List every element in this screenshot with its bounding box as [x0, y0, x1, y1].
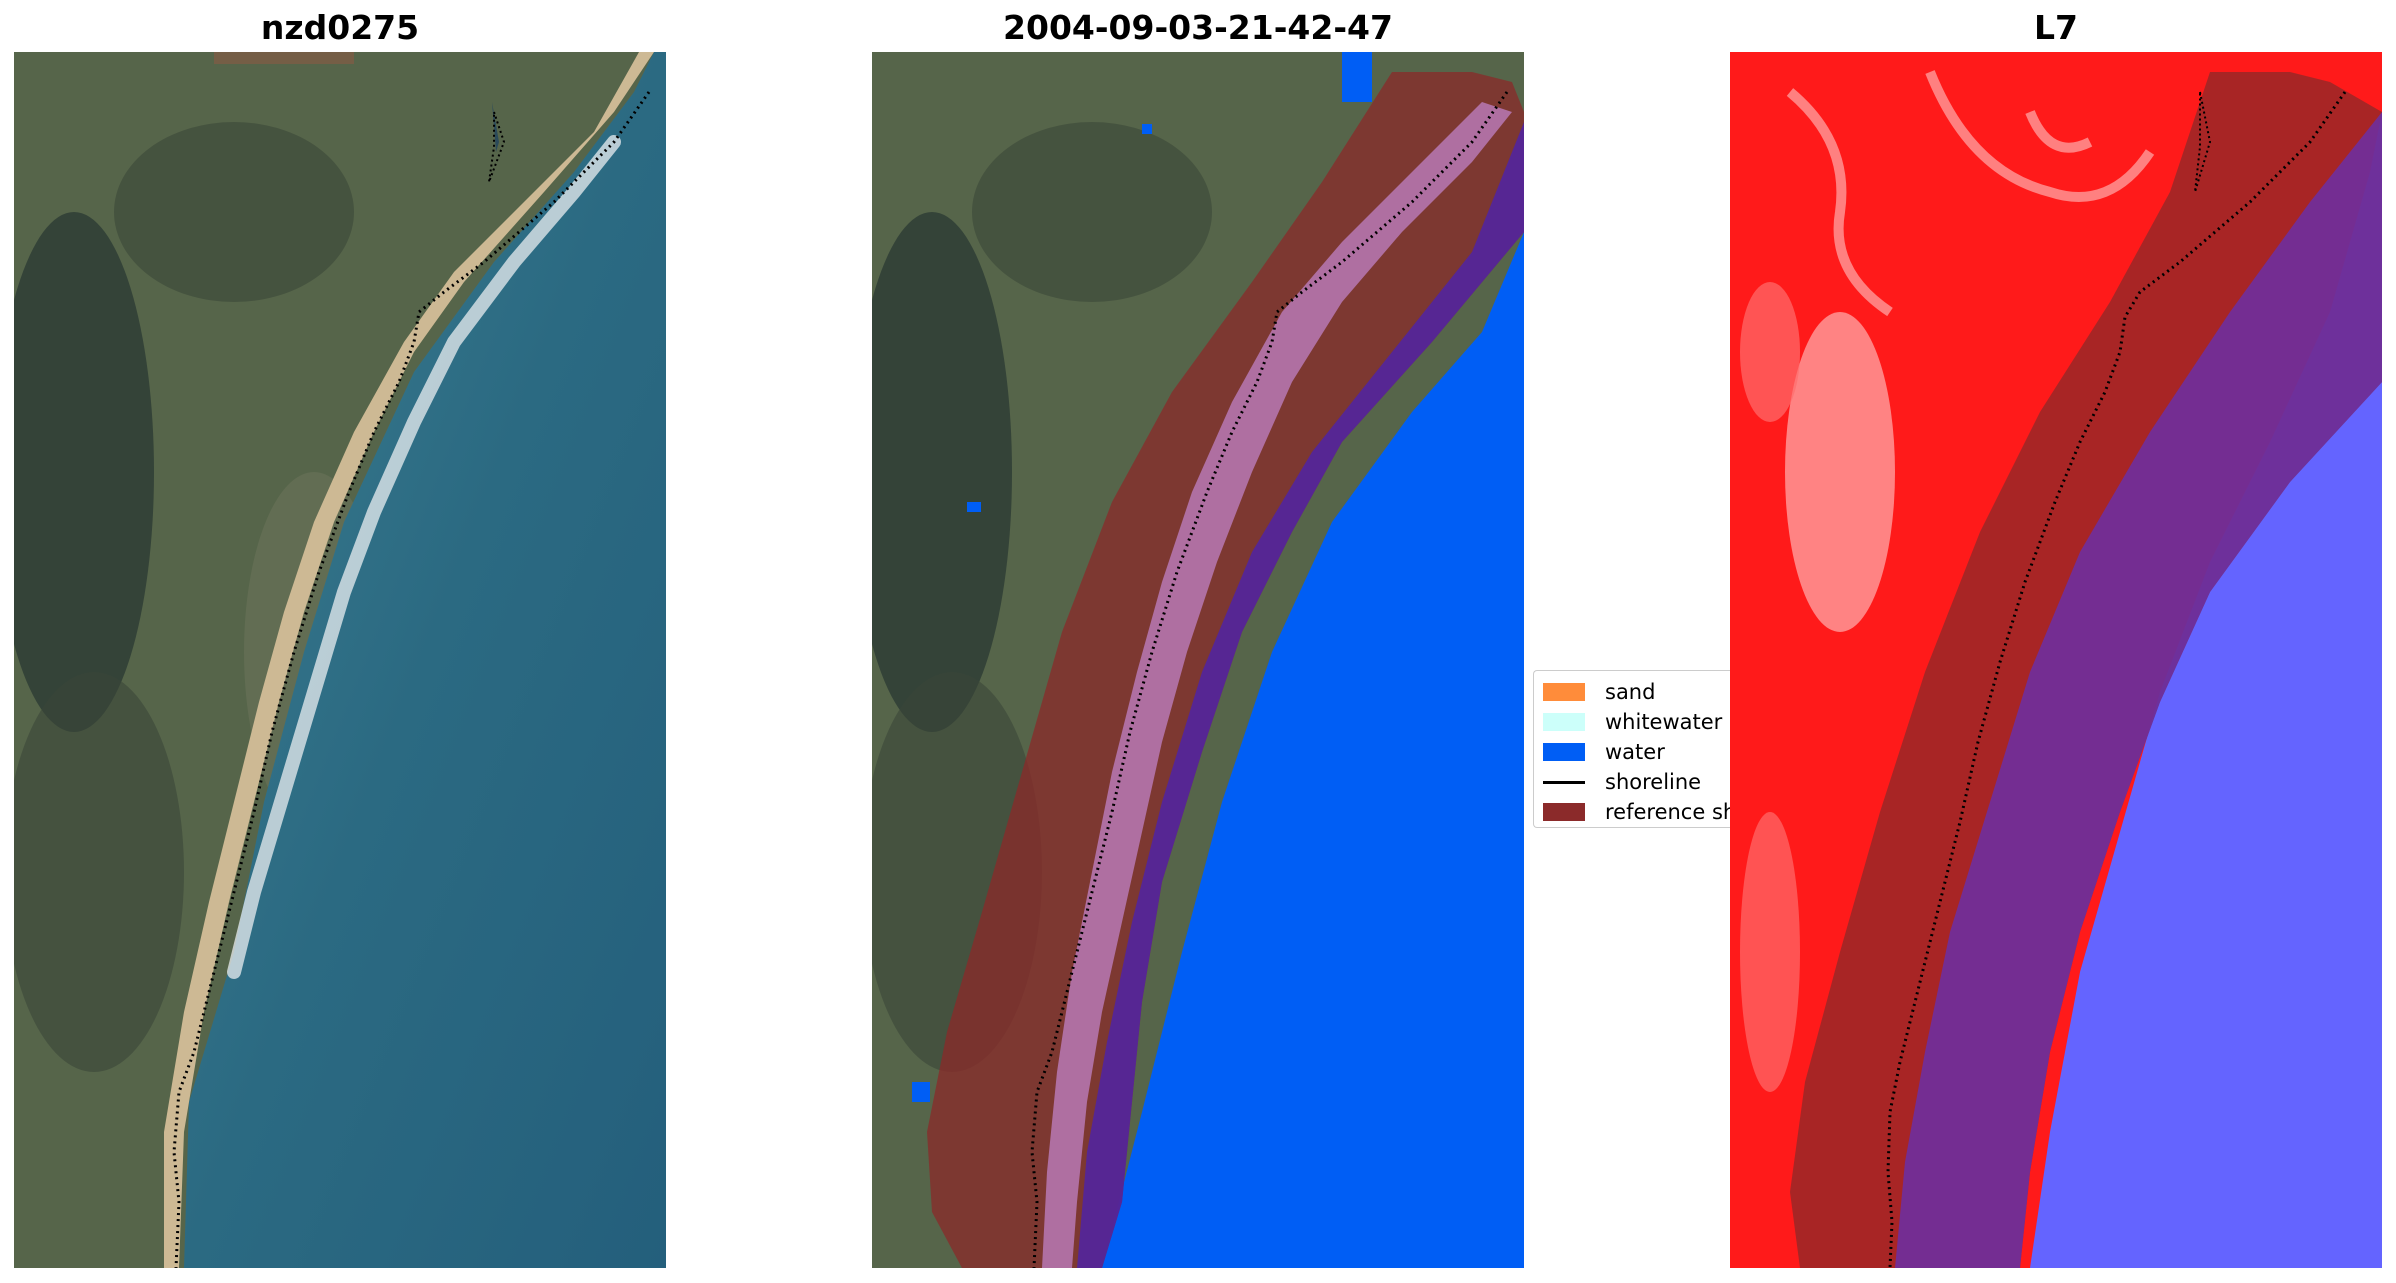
reference-buffer-swatch	[1543, 803, 1585, 821]
panel-title-classified: 2004-09-03-21-42-47	[1003, 8, 1393, 47]
legend-label-whitewater: whitewater	[1605, 710, 1723, 734]
water-buffer-overlap	[1895, 112, 2382, 1268]
shoreline-line-swatch	[1543, 780, 1585, 784]
bright-land-patch	[1740, 812, 1800, 1092]
dark-vegetation	[872, 212, 1012, 732]
road	[214, 52, 354, 64]
lagoon	[484, 102, 499, 192]
index-image-panel	[1730, 52, 2382, 1268]
legend-label-reference-buffer: reference shoreline buffer	[1605, 800, 1735, 824]
legend-label-shoreline: shoreline	[1605, 770, 1702, 794]
panel-title-rgb: nzd0275	[260, 8, 420, 47]
dark-vegetation	[972, 122, 1212, 302]
bright-land-patch	[1785, 312, 1895, 632]
water-class	[967, 502, 981, 512]
bright-land-patch	[1740, 282, 1800, 422]
water-class	[1342, 52, 1372, 102]
dark-vegetation	[14, 672, 184, 1072]
index-image	[1730, 52, 2382, 1268]
shoreline	[1886, 91, 2347, 1268]
legend: sand whitewater water shoreline referenc…	[1533, 670, 1735, 828]
sand-swatch	[1543, 683, 1585, 701]
classified-image	[872, 52, 1524, 1268]
ocean	[184, 52, 666, 1268]
surf-zone	[227, 135, 621, 979]
dark-vegetation	[114, 122, 354, 302]
legend-item-water: water	[1543, 739, 1665, 765]
legend-item-reference-buffer: reference shoreline buffer	[1543, 799, 1735, 825]
water-class	[1102, 232, 1524, 1268]
shoreline-lagoon	[488, 111, 506, 183]
shoreline-lagoon	[2194, 91, 2212, 193]
legend-item-whitewater: whitewater	[1543, 709, 1722, 735]
land-texture	[1786, 70, 2155, 317]
legend-label-sand: sand	[1605, 680, 1656, 704]
rgb-image	[14, 52, 666, 1268]
water-class	[1142, 124, 1152, 134]
legend-item-shoreline: shoreline	[1543, 769, 1701, 795]
water-swatch	[1543, 743, 1585, 761]
water-class	[912, 1082, 930, 1102]
legend-item-sand: sand	[1543, 679, 1655, 705]
whitewater-swatch	[1543, 713, 1585, 731]
water-buffer-overlap	[1077, 122, 1524, 1268]
sand-class-overlay	[1042, 102, 1512, 1268]
rgb-image-panel	[14, 52, 666, 1268]
classified-image-panel	[872, 52, 1524, 1268]
panel-title-mndwi: L7	[2034, 8, 2078, 47]
dark-vegetation	[14, 212, 154, 732]
legend-label-water: water	[1605, 740, 1665, 764]
